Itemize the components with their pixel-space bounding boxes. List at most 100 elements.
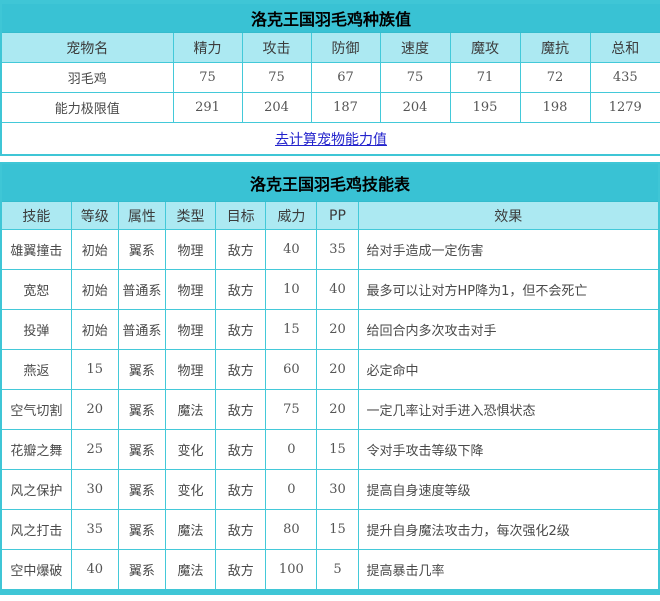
col-header-magic-def: 魔抗 — [519, 32, 591, 63]
col-header-hp: 精力 — [172, 32, 243, 63]
skill-pp-cell: 30 — [316, 469, 359, 510]
skill-type-cell: 变化 — [164, 429, 217, 470]
calc-ability-link[interactable]: 去计算宠物能力值 — [275, 131, 387, 148]
skill-effect-cell: 提高暴击几率 — [357, 549, 660, 593]
skill-type-cell: 物理 — [164, 349, 217, 390]
skills-header-row: 技能 等级 属性 类型 目标 威力 PP 效果 — [0, 201, 660, 230]
skill-attr-cell: 翼系 — [117, 229, 166, 270]
stat-cell: 75 — [241, 62, 312, 93]
skill-row: 风之打击 35 翼系 魔法 敌方 80 15 提升自身魔法攻击力，每次强化2级 — [0, 509, 660, 550]
skill-type-cell: 物理 — [164, 269, 217, 310]
skill-effect-cell: 提升自身魔法攻击力，每次强化2级 — [357, 509, 660, 550]
skill-level-cell: 20 — [70, 389, 119, 430]
col-header-skill: 技能 — [0, 201, 72, 230]
skill-target-cell: 敌方 — [215, 549, 267, 593]
skill-name-cell: 空中爆破 — [0, 549, 72, 593]
skills-table-title: 洛克王国羽毛鸡技能表 — [0, 162, 660, 202]
skill-pp-cell: 20 — [316, 349, 359, 390]
skill-power-cell: 75 — [265, 389, 318, 430]
skill-attr-cell: 翼系 — [117, 509, 166, 550]
stats-table-title: 洛克王国羽毛鸡种族值 — [0, 1, 660, 33]
skill-row: 宽恕 初始 普通系 物理 敌方 10 40 最多可以让对方HP降为1，但不会死亡 — [0, 269, 660, 310]
col-header-attack: 攻击 — [241, 32, 312, 63]
skill-pp-cell: 35 — [316, 229, 359, 270]
skill-pp-cell: 40 — [316, 269, 359, 310]
skill-power-cell: 0 — [265, 429, 318, 470]
stat-cell: 75 — [172, 62, 243, 93]
skill-level-cell: 35 — [70, 509, 119, 550]
stat-cell: 1279 — [589, 92, 660, 123]
skill-name-cell: 雄翼撞击 — [0, 229, 72, 270]
stat-cell: 198 — [519, 92, 591, 123]
skill-row: 投弹 初始 普通系 物理 敌方 15 20 给回合内多次攻击对手 — [0, 309, 660, 350]
skill-target-cell: 敌方 — [215, 389, 267, 430]
col-header-speed: 速度 — [379, 32, 451, 63]
skill-attr-cell: 翼系 — [117, 549, 166, 593]
skill-target-cell: 敌方 — [215, 229, 267, 270]
calc-link-row: 去计算宠物能力值 — [0, 122, 660, 156]
skill-target-cell: 敌方 — [215, 309, 267, 350]
skill-pp-cell: 20 — [316, 309, 359, 350]
skill-type-cell: 变化 — [164, 469, 217, 510]
skill-type-cell: 物理 — [164, 229, 217, 270]
skill-level-cell: 40 — [70, 549, 119, 593]
col-header-effect: 效果 — [357, 201, 660, 230]
skill-target-cell: 敌方 — [215, 269, 267, 310]
skill-power-cell: 60 — [265, 349, 318, 390]
col-header-attr: 属性 — [117, 201, 166, 230]
stat-cell: 435 — [589, 62, 660, 93]
stats-title-row: 洛克王国羽毛鸡种族值 — [0, 1, 660, 33]
skills-title-row: 洛克王国羽毛鸡技能表 — [0, 162, 660, 202]
col-header-pp: PP — [316, 201, 359, 230]
stat-cell: 75 — [379, 62, 451, 93]
skill-name-cell: 风之打击 — [0, 509, 72, 550]
skill-attr-cell: 普通系 — [117, 269, 166, 310]
pet-name-cell: 羽毛鸡 — [0, 62, 174, 93]
skill-name-cell: 宽恕 — [0, 269, 72, 310]
col-header-defense: 防御 — [310, 32, 381, 63]
col-header-total: 总和 — [589, 32, 660, 63]
skill-attr-cell: 翼系 — [117, 349, 166, 390]
col-header-magic-atk: 魔攻 — [449, 32, 521, 63]
skill-target-cell: 敌方 — [215, 509, 267, 550]
skill-level-cell: 初始 — [70, 269, 119, 310]
skill-row: 空气切割 20 翼系 魔法 敌方 75 20 一定几率让对手进入恐惧状态 — [0, 389, 660, 430]
skill-row: 空中爆破 40 翼系 魔法 敌方 100 5 提高暴击几率 — [0, 549, 660, 593]
skill-row: 花瓣之舞 25 翼系 变化 敌方 0 15 令对手攻击等级下降 — [0, 429, 660, 470]
stat-cell: 204 — [241, 92, 312, 123]
stat-cell: 72 — [519, 62, 591, 93]
skill-power-cell: 15 — [265, 309, 318, 350]
skill-power-cell: 100 — [265, 549, 318, 593]
skill-type-cell: 魔法 — [164, 509, 217, 550]
stat-cell: 67 — [310, 62, 381, 93]
col-header-level: 等级 — [70, 201, 119, 230]
skill-pp-cell: 15 — [316, 509, 359, 550]
skill-row: 燕返 15 翼系 物理 敌方 60 20 必定命中 — [0, 349, 660, 390]
stats-row-pet: 羽毛鸡 75 75 67 75 71 72 435 — [0, 62, 660, 93]
skill-effect-cell: 令对手攻击等级下降 — [357, 429, 660, 470]
skill-power-cell: 80 — [265, 509, 318, 550]
stats-header-row: 宠物名 精力 攻击 防御 速度 魔攻 魔抗 总和 — [0, 32, 660, 63]
skill-name-cell: 风之保护 — [0, 469, 72, 510]
skill-type-cell: 魔法 — [164, 389, 217, 430]
skill-effect-cell: 提高自身速度等级 — [357, 469, 660, 510]
col-header-pet-name: 宠物名 — [0, 32, 174, 63]
skill-target-cell: 敌方 — [215, 469, 267, 510]
skill-pp-cell: 5 — [316, 549, 359, 593]
skill-effect-cell: 必定命中 — [357, 349, 660, 390]
skill-name-cell: 燕返 — [0, 349, 72, 390]
skill-level-cell: 初始 — [70, 309, 119, 350]
skill-level-cell: 初始 — [70, 229, 119, 270]
skill-power-cell: 10 — [265, 269, 318, 310]
skill-effect-cell: 最多可以让对方HP降为1，但不会死亡 — [357, 269, 660, 310]
skill-level-cell: 25 — [70, 429, 119, 470]
stats-table: 洛克王国羽毛鸡种族值 宠物名 精力 攻击 防御 速度 魔攻 魔抗 总和 羽毛鸡 … — [0, 0, 660, 156]
skill-effect-cell: 一定几率让对手进入恐惧状态 — [357, 389, 660, 430]
skill-type-cell: 魔法 — [164, 549, 217, 593]
col-header-type: 类型 — [164, 201, 217, 230]
skill-name-cell: 空气切割 — [0, 389, 72, 430]
calc-link-cell: 去计算宠物能力值 — [0, 122, 660, 156]
skill-level-cell: 15 — [70, 349, 119, 390]
skill-row: 风之保护 30 翼系 变化 敌方 0 30 提高自身速度等级 — [0, 469, 660, 510]
